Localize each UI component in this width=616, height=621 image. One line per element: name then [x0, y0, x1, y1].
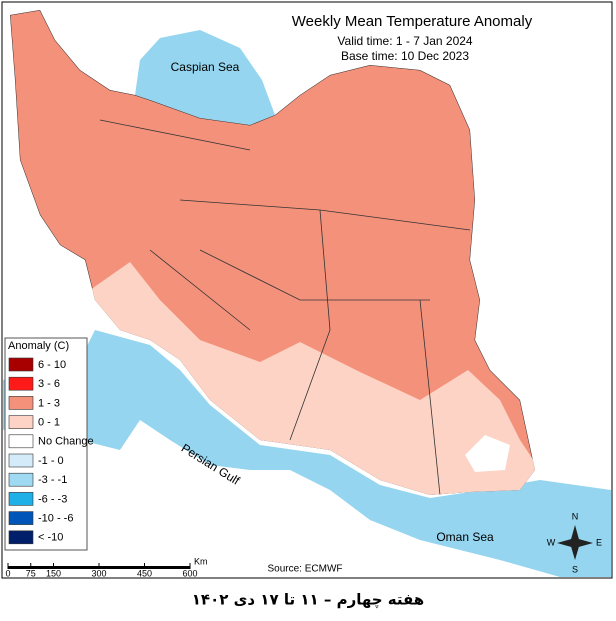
legend-label: 6 - 10: [38, 359, 66, 371]
southern-seas: [3, 330, 611, 577]
footer: هفته چهارم – ۱۱ تا ۱۷ دی ۱۴۰۲: [192, 591, 424, 610]
scale-label: 0: [5, 568, 10, 578]
legend-swatch: [8, 357, 34, 372]
legend-swatch: [8, 492, 34, 506]
compass-s: S: [572, 564, 578, 574]
compass-n: N: [572, 511, 579, 521]
valid-time: Valid time: 1 - 7 Jan 2024: [337, 34, 473, 48]
legend-swatch: [8, 472, 34, 487]
compass-rose: [557, 525, 593, 560]
scale-label: 300: [91, 568, 106, 578]
scale-label: 600: [182, 568, 197, 578]
legend: Anomaly (C) 6 - 10 3 - 6 1 - 3 0 - 1 No Chan…: [4, 337, 94, 551]
legend-swatch: [8, 396, 34, 410]
legend-title: Anomaly (C): [8, 340, 69, 352]
legend-label: No Change: [38, 436, 94, 448]
legend-swatch: [8, 530, 34, 545]
scale-unit: Km: [194, 556, 208, 566]
sea-label: Caspian Sea: [171, 60, 240, 74]
legend-label: -3 - -1: [38, 474, 67, 486]
scale-bar: 0 75 150 300 450 600 Km: [5, 556, 207, 578]
scale-label: 450: [137, 568, 152, 578]
sea-label: Oman Sea: [436, 530, 494, 544]
legend-label: < -10: [38, 532, 63, 544]
scale-label: 75: [26, 568, 36, 578]
legend-label: 3 - 6: [38, 378, 60, 390]
land-mild: [90, 262, 535, 495]
compass: N S E W: [547, 511, 602, 574]
source: Source: ECMWF: [267, 564, 342, 575]
compass-e: E: [596, 537, 602, 547]
base-time: Base time: 10 Dec 2023: [341, 49, 469, 63]
map-title: Weekly Mean Temperature Anomaly: [292, 13, 533, 30]
legend-swatch: [8, 453, 34, 468]
scale-label: 150: [46, 568, 61, 578]
no-change-area: [465, 435, 510, 472]
legend-swatch: [8, 376, 34, 391]
legend-swatch: [8, 434, 34, 449]
legend-label: 1 - 3: [38, 397, 60, 409]
legend-label: -10 - -6: [38, 513, 73, 525]
compass-w: W: [547, 537, 556, 547]
legend-swatch: [8, 415, 34, 429]
legend-label: -1 - 0: [38, 455, 64, 467]
legend-label: 0 - 1: [38, 417, 60, 429]
legend-label: -6 - -3: [38, 493, 67, 505]
legend-swatch: [8, 511, 34, 525]
caspian-sea: [135, 30, 275, 125]
province-borders: [99, 119, 471, 495]
